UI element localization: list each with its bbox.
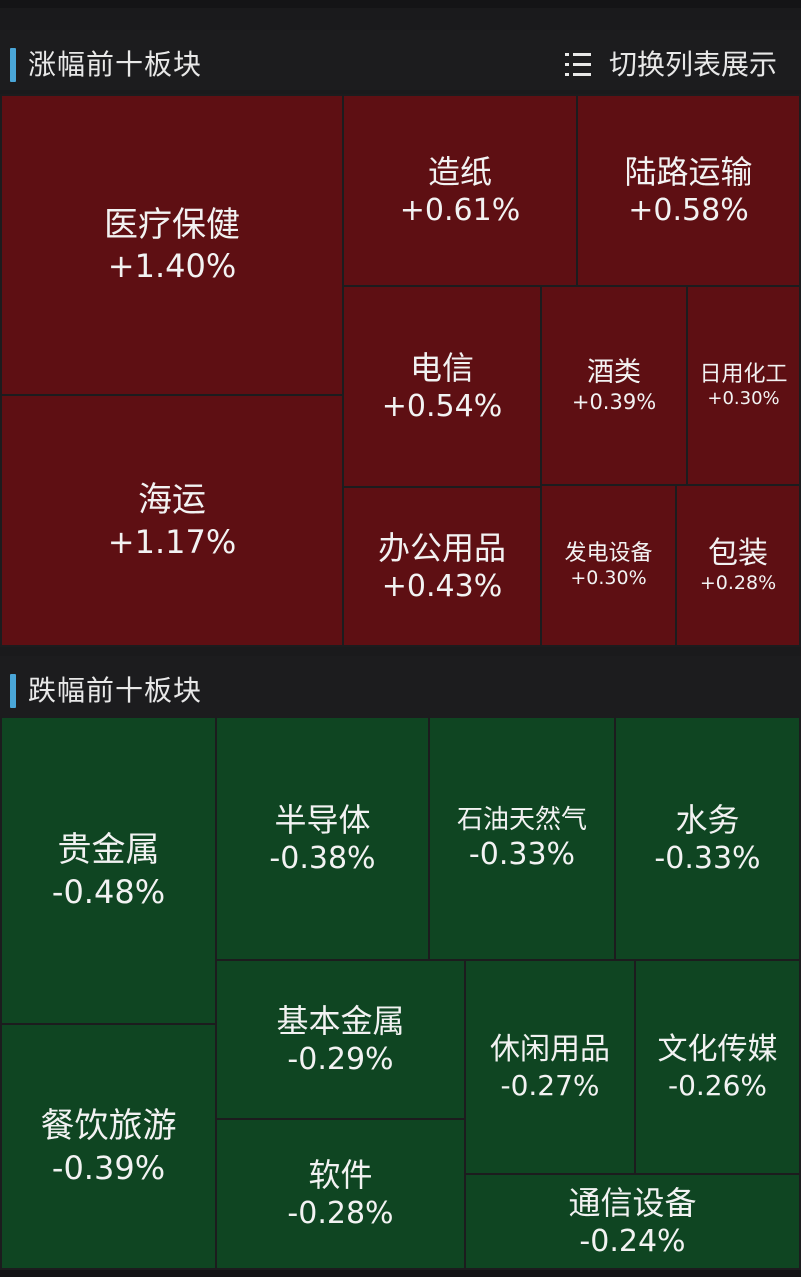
sector-change: +0.30%	[707, 388, 780, 409]
gainers-header: 涨幅前十板块 切换列表展示	[0, 30, 801, 90]
sector-name: 包装	[708, 535, 768, 571]
sector-name: 电信	[409, 348, 474, 387]
sector-tile[interactable]: 包装 +0.28%	[675, 484, 801, 647]
switch-list-view-label: 切换列表展示	[608, 48, 777, 81]
sector-name: 水务	[675, 800, 740, 839]
sector-change: +0.30%	[570, 567, 647, 590]
sector-tile[interactable]: 餐饮旅游 -0.39%	[0, 1023, 217, 1270]
sector-change: -0.38%	[269, 840, 376, 876]
sector-name: 海运	[138, 480, 206, 521]
sector-tile[interactable]: 软件 -0.28%	[215, 1118, 466, 1270]
sector-name: 陆路运输	[624, 152, 753, 191]
gainers-treemap: 医疗保健 +1.40% 海运 +1.17% 造纸 +0.61% 陆路运输 +0.…	[0, 94, 801, 647]
sector-tile[interactable]: 水务 -0.33%	[614, 716, 801, 961]
losers-treemap: 贵金属 -0.48% 半导体 -0.38% 石油天然气 -0.33% 水务 -0…	[0, 716, 801, 1270]
sector-tile[interactable]: 造纸 +0.61%	[342, 94, 578, 287]
sector-change: +0.43%	[381, 568, 503, 604]
sector-name: 基本金属	[276, 1001, 405, 1040]
sector-change: +0.61%	[399, 192, 521, 228]
sector-change: -0.33%	[468, 837, 576, 872]
sector-name: 半导体	[274, 800, 371, 839]
sector-change: -0.48%	[51, 872, 166, 911]
sector-tile[interactable]: 通信设备 -0.24%	[464, 1173, 801, 1270]
sector-change: -0.27%	[500, 1069, 600, 1103]
sector-change: +0.28%	[699, 572, 777, 595]
sector-change: +1.40%	[107, 247, 237, 286]
top-edge	[0, 0, 801, 8]
sector-tile[interactable]: 电信 +0.54%	[342, 285, 542, 488]
sector-change: -0.39%	[51, 1148, 166, 1187]
gainers-title: 涨幅前十板块	[28, 48, 203, 81]
sector-name: 办公用品	[377, 528, 506, 567]
sector-name: 造纸	[427, 152, 492, 191]
sector-tile[interactable]: 休闲用品 -0.27%	[464, 959, 636, 1175]
sector-change: -0.29%	[287, 1041, 394, 1077]
sector-name: 通信设备	[568, 1183, 697, 1222]
switch-list-view-button[interactable]: 切换列表展示	[564, 40, 777, 90]
sector-name: 餐饮旅游	[40, 1106, 177, 1147]
sector-change: -0.26%	[667, 1069, 768, 1103]
sector-name: 石油天然气	[456, 804, 587, 835]
sector-change: -0.28%	[287, 1196, 394, 1232]
sector-name: 文化传媒	[657, 1031, 778, 1067]
sector-tile[interactable]: 文化传媒 -0.26%	[634, 959, 801, 1175]
sector-tile[interactable]: 日用化工 +0.30%	[686, 285, 801, 486]
sector-name: 日用化工	[699, 361, 788, 387]
sector-change: -0.24%	[579, 1223, 686, 1259]
sector-name: 休闲用品	[490, 1031, 610, 1067]
sector-change: +0.54%	[381, 388, 503, 424]
sector-change: +0.39%	[571, 390, 657, 415]
sector-tile[interactable]: 医疗保健 +1.40%	[0, 94, 344, 396]
sector-tile[interactable]: 海运 +1.17%	[0, 394, 344, 647]
sector-change: +1.17%	[107, 522, 237, 561]
sector-tile[interactable]: 基本金属 -0.29%	[215, 959, 466, 1120]
section-accent-bar	[10, 674, 16, 708]
sector-change: -0.33%	[654, 840, 761, 876]
sector-change: +0.58%	[628, 192, 749, 228]
list-icon	[564, 51, 595, 79]
sector-tile[interactable]: 酒类 +0.39%	[540, 285, 688, 486]
sector-name: 医疗保健	[104, 204, 240, 245]
sector-name: 发电设备	[564, 540, 653, 566]
sector-name: 酒类	[587, 356, 641, 388]
sector-tile[interactable]: 办公用品 +0.43%	[342, 486, 542, 647]
sector-tile[interactable]: 半导体 -0.38%	[215, 716, 430, 961]
sector-tile[interactable]: 发电设备 +0.30%	[540, 484, 677, 647]
section-accent-bar	[10, 48, 16, 82]
sector-tile[interactable]: 石油天然气 -0.33%	[428, 716, 616, 961]
sector-tile[interactable]: 贵金属 -0.48%	[0, 716, 217, 1025]
losers-title: 跌幅前十板块	[28, 674, 203, 707]
losers-header: 跌幅前十板块	[0, 656, 801, 716]
sector-tile[interactable]: 陆路运输 +0.58%	[576, 94, 801, 287]
sector-name: 软件	[308, 1156, 373, 1195]
sector-name: 贵金属	[57, 830, 160, 871]
bottom-edge	[0, 1270, 801, 1277]
